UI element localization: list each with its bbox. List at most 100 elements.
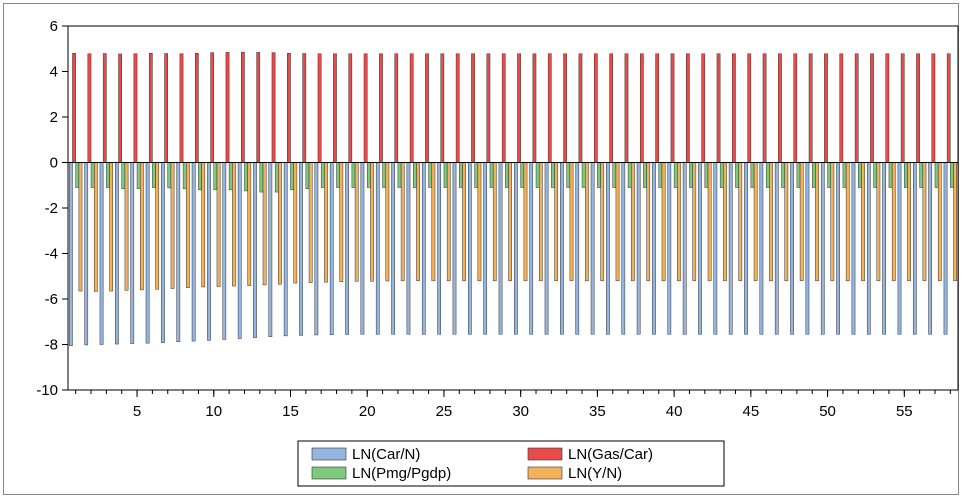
bar xyxy=(244,162,248,192)
bar xyxy=(299,162,303,336)
y-tick-label: -6 xyxy=(45,291,58,308)
x-tick-label: 35 xyxy=(589,403,606,420)
bar xyxy=(391,162,395,335)
bar xyxy=(170,162,175,289)
bar xyxy=(698,162,702,335)
bar xyxy=(152,162,156,188)
bar xyxy=(354,162,359,282)
bar xyxy=(486,53,491,163)
bar xyxy=(839,53,844,163)
bar xyxy=(799,162,804,282)
bar xyxy=(689,162,693,188)
bar xyxy=(750,162,755,188)
x-tick-label: 25 xyxy=(436,403,453,420)
bar xyxy=(824,53,828,163)
bar xyxy=(667,162,672,335)
bar xyxy=(191,162,196,342)
bar xyxy=(259,162,264,193)
bar xyxy=(646,162,651,282)
bar xyxy=(762,53,767,163)
bar xyxy=(452,162,457,335)
bar xyxy=(836,162,840,335)
bar xyxy=(778,53,782,163)
bar xyxy=(247,162,252,286)
bar xyxy=(621,162,626,335)
bar xyxy=(624,53,629,163)
bar xyxy=(655,53,660,163)
bar xyxy=(719,162,724,188)
bar xyxy=(462,162,466,282)
x-tick-label: 45 xyxy=(743,403,760,420)
bar xyxy=(551,162,555,188)
bar xyxy=(900,53,905,163)
bar xyxy=(339,162,344,282)
bar xyxy=(851,162,856,335)
bar xyxy=(348,53,353,163)
bar xyxy=(769,162,773,282)
legend-swatch xyxy=(311,466,347,480)
bar xyxy=(827,162,832,188)
bar xyxy=(290,162,294,191)
bar xyxy=(627,162,632,188)
bar xyxy=(943,162,948,335)
bar xyxy=(72,53,76,163)
bar xyxy=(471,53,475,163)
bar xyxy=(446,162,451,282)
bar xyxy=(612,162,617,188)
bar xyxy=(241,51,245,163)
bar xyxy=(581,162,586,188)
bar xyxy=(124,162,129,291)
x-tick-label: 20 xyxy=(359,403,376,420)
bar xyxy=(600,162,605,282)
bar xyxy=(517,53,521,163)
bar xyxy=(345,162,349,335)
bar xyxy=(121,162,126,189)
bar xyxy=(210,52,215,163)
bar xyxy=(815,162,819,282)
bar xyxy=(428,162,433,188)
bar xyxy=(609,53,613,163)
bar xyxy=(186,162,190,288)
bar xyxy=(701,53,706,163)
bar xyxy=(167,162,172,189)
bar xyxy=(489,162,494,188)
bar xyxy=(842,162,847,188)
bar xyxy=(283,162,288,337)
bar xyxy=(953,162,957,282)
bar xyxy=(774,162,779,335)
legend: LN(Car/N) LN(Gas/Car) LN(Pmg/Pgdp) LN(Y/N) xyxy=(297,440,725,487)
bar xyxy=(707,162,712,282)
legend-label: LN(Gas/Car) xyxy=(568,446,653,463)
bar xyxy=(830,162,835,282)
bar xyxy=(585,162,589,282)
bar xyxy=(732,53,736,163)
bar xyxy=(409,53,414,163)
bar xyxy=(425,53,429,163)
bar xyxy=(686,53,690,163)
bar xyxy=(575,162,580,335)
bar xyxy=(907,162,911,282)
bar xyxy=(597,162,601,188)
bar xyxy=(84,162,89,346)
bar xyxy=(501,53,506,163)
legend-swatch xyxy=(527,447,563,461)
x-tick-label: 50 xyxy=(819,403,836,420)
bar xyxy=(363,53,368,163)
bar xyxy=(213,162,218,191)
bar xyxy=(876,162,881,282)
bar xyxy=(931,53,936,163)
y-tick-label: -10 xyxy=(36,382,58,399)
bars xyxy=(69,51,957,346)
legend-box xyxy=(297,440,725,487)
bar xyxy=(397,162,402,188)
bar xyxy=(882,162,886,335)
bar xyxy=(873,162,878,188)
bar xyxy=(308,162,313,283)
bar xyxy=(554,162,559,282)
bar xyxy=(532,53,537,163)
bar xyxy=(443,162,448,188)
legend-label: LN(Y/N) xyxy=(568,465,622,482)
bar xyxy=(336,162,340,188)
bar xyxy=(658,162,663,188)
bar xyxy=(919,162,924,188)
